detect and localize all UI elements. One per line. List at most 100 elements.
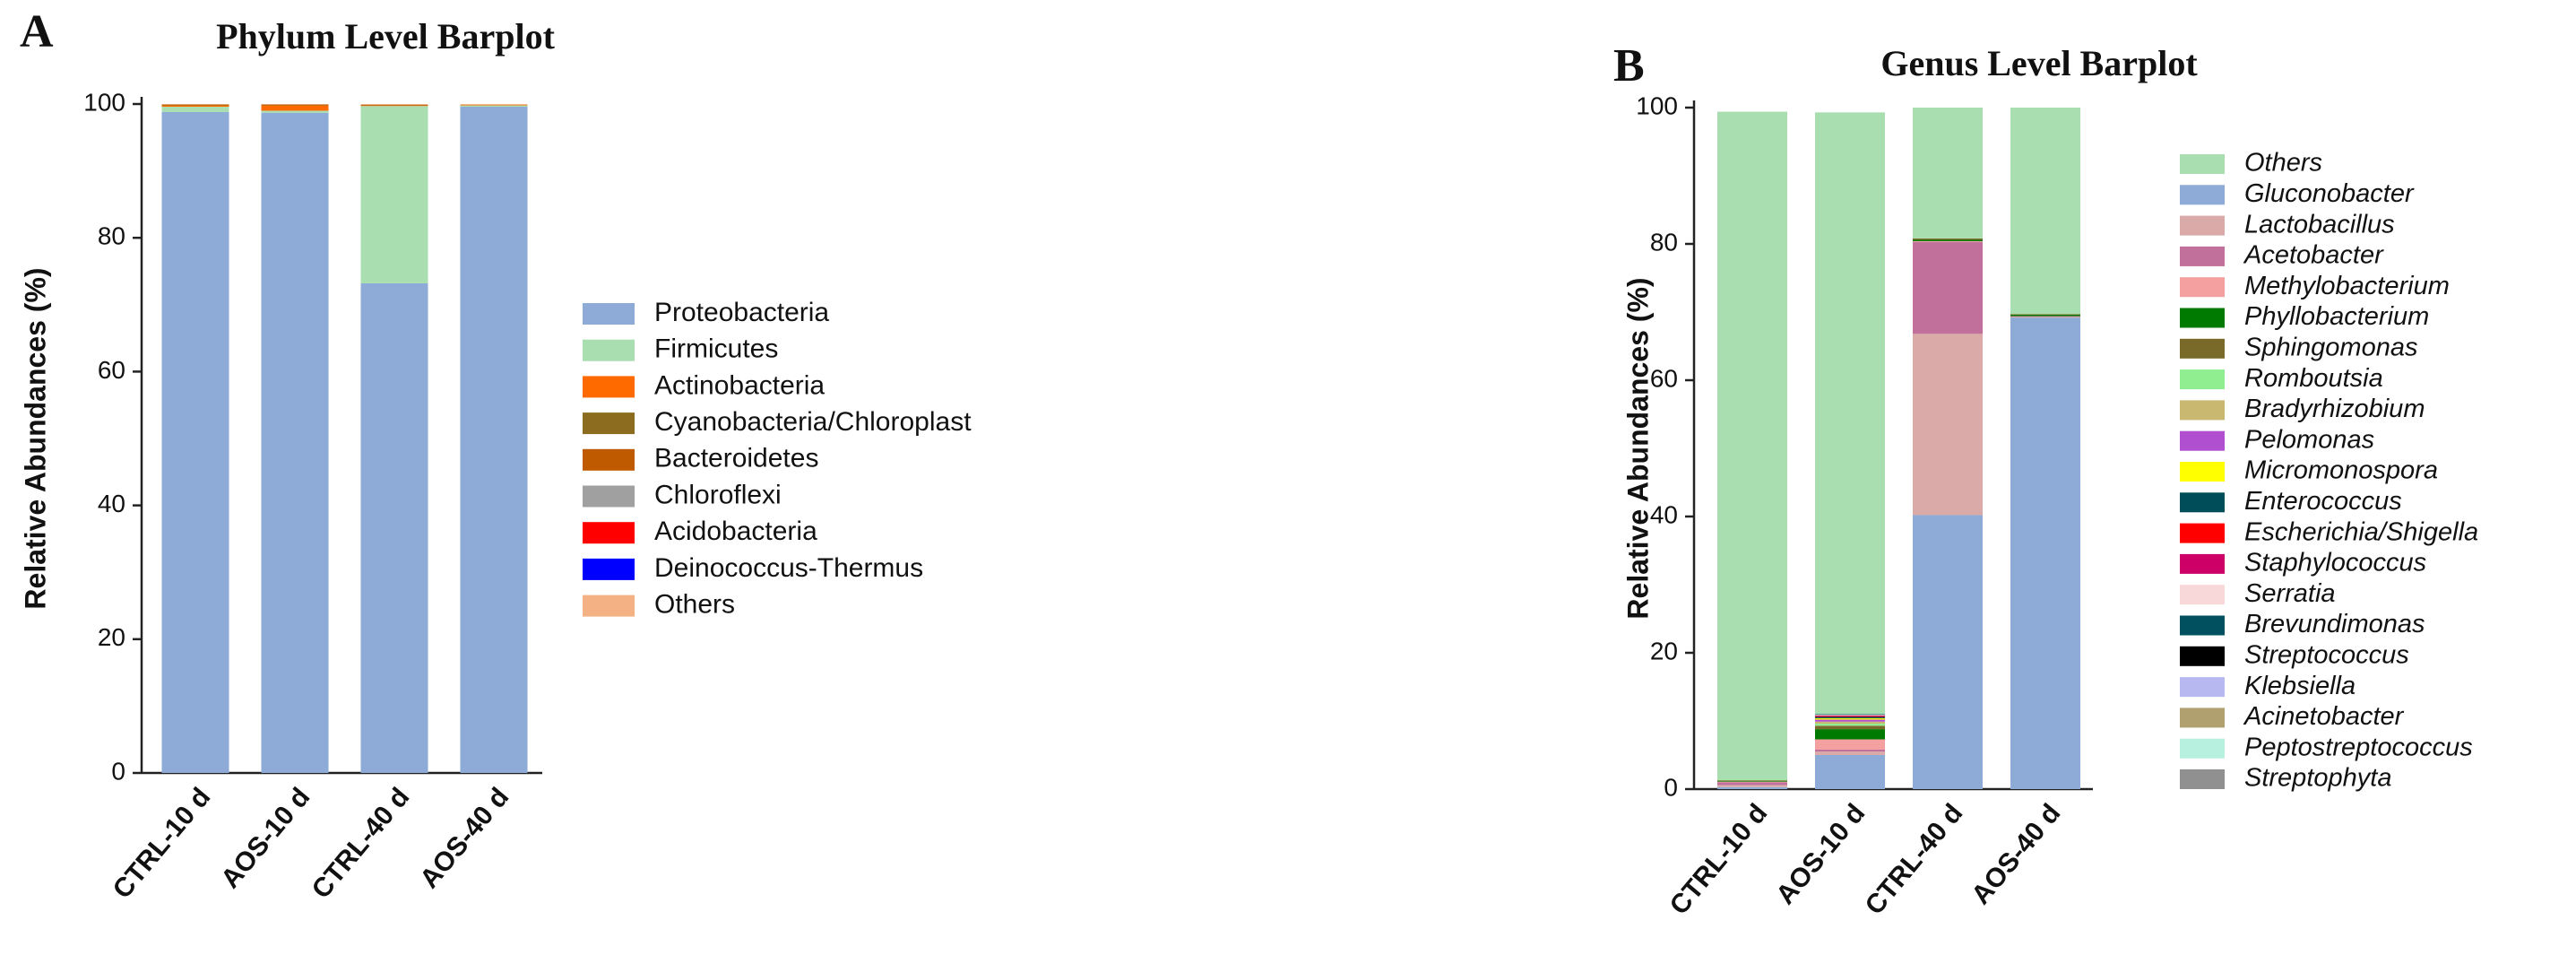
legend-label: Romboutsia	[2244, 364, 2383, 393]
legend-swatch	[2180, 492, 2225, 513]
legend-label: Others	[654, 590, 735, 620]
legend-swatch	[2180, 369, 2225, 390]
y-tick-label: 20	[98, 623, 125, 651]
x-tick-label: AOS-40 d	[1966, 798, 2066, 910]
legend-label: Lactobacillus	[2244, 210, 2395, 239]
bar-segment	[1913, 241, 1983, 334]
legend-label: Methylobacterium	[2244, 272, 2450, 300]
bar-segment	[1913, 515, 1983, 789]
bar-segment	[1815, 716, 1885, 717]
legend-label: Firmicutes	[654, 334, 778, 364]
legend-swatch	[2180, 462, 2225, 482]
legend-swatch	[2180, 523, 2225, 543]
legend-swatch	[583, 339, 635, 361]
chart-title: Genus Level Barplot	[1880, 43, 2198, 83]
bar-segment	[1815, 719, 1885, 722]
bar-segment	[360, 104, 428, 105]
y-axis-label: Relative Abundances (%)	[1621, 277, 1654, 619]
bar-segment	[261, 110, 329, 113]
y-tick-label: 40	[98, 490, 125, 517]
bar-segment	[1913, 240, 1983, 242]
legend-label: Acinetobacter	[2243, 702, 2405, 731]
bar-segment	[1815, 751, 1885, 755]
bar-segment	[161, 104, 229, 106]
legend-label: Micromonospora	[2244, 456, 2438, 485]
bar-segment	[1913, 238, 1983, 240]
legend-swatch	[2180, 215, 2225, 236]
chart-title: Phylum Level Barplot	[216, 16, 555, 56]
legend-label: Staphylococcus	[2244, 549, 2426, 577]
legend-swatch	[2180, 615, 2225, 636]
bar-segment	[1815, 749, 1885, 752]
panel-label: B	[1613, 40, 1645, 91]
bar-segment	[1717, 779, 1787, 781]
bar-segment	[261, 104, 329, 106]
bar-segment	[360, 104, 428, 106]
bar-segment	[1815, 716, 1885, 718]
legend-label: Actinobacteria	[654, 370, 825, 400]
legend-swatch	[583, 448, 635, 471]
legend-label: Streptophyta	[2244, 764, 2391, 793]
y-tick-label: 100	[83, 88, 125, 116]
x-tick-label: AOS-10 d	[1770, 798, 1871, 910]
legend-label: Bradyrhizobium	[2244, 395, 2425, 423]
legend-swatch	[583, 522, 635, 544]
bar-segment	[1815, 721, 1885, 725]
legend-label: Enterococcus	[2244, 487, 2402, 516]
bar-segment	[1815, 729, 1885, 740]
y-tick-label: 60	[1650, 364, 1678, 392]
bar-segment	[161, 106, 229, 112]
legend-label: Proteobacteria	[654, 298, 829, 327]
legend-swatch	[2180, 585, 2225, 605]
x-tick-label: CTRL-10 d	[1664, 798, 1774, 920]
x-tick-label: CTRL-10 d	[108, 782, 217, 904]
bar-segment	[1913, 334, 1983, 516]
bar-segment	[460, 104, 528, 106]
bar-segment	[261, 112, 329, 773]
legend-label: Others	[2244, 149, 2322, 178]
bar-segment	[161, 105, 229, 107]
bar-segment	[1815, 755, 1885, 789]
bar-segment	[2010, 315, 2080, 317]
legend-swatch	[2180, 430, 2225, 451]
bar-segment	[1815, 717, 1885, 720]
legend-label: Bacteroidetes	[654, 444, 818, 473]
bar-segment	[2010, 317, 2080, 790]
bar-segment	[360, 105, 428, 107]
y-tick-label: 80	[1650, 228, 1678, 256]
bar-segment	[1913, 108, 1983, 239]
y-tick-label: 0	[111, 757, 125, 785]
legend-swatch	[583, 376, 635, 398]
legend-swatch	[2180, 154, 2225, 174]
y-tick-label: 40	[1650, 500, 1678, 528]
panel-label: A	[20, 6, 54, 57]
legend-swatch	[583, 303, 635, 325]
bar-segment	[261, 105, 329, 111]
legend-swatch	[583, 558, 635, 580]
bar-segment	[460, 104, 528, 105]
legend-swatch	[2180, 677, 2225, 698]
legend-label: Cyanobacteria/Chloroplast	[654, 407, 972, 437]
bar-segment	[1815, 724, 1885, 726]
bar-segment	[1815, 715, 1885, 716]
legend-label: Deinococcus-Thermus	[654, 553, 923, 583]
bar-segment	[1717, 782, 1787, 786]
y-tick-label: 80	[98, 222, 125, 250]
legend-swatch	[2180, 338, 2225, 359]
x-tick-label: CTRL-40 d	[307, 782, 416, 904]
y-axis-label: Relative Abundances (%)	[19, 267, 51, 609]
legend-label: Gluconobacter	[2244, 179, 2415, 208]
y-tick-label: 60	[98, 356, 125, 384]
legend-label: Phyllobacterium	[2244, 302, 2429, 331]
x-tick-label: AOS-40 d	[414, 782, 514, 894]
legend-swatch	[583, 595, 635, 617]
legend-label: Brevundimonas	[2244, 610, 2425, 638]
y-tick-label: 100	[1636, 91, 1678, 119]
legend-label: Sphingomonas	[2244, 333, 2417, 361]
bar-segment	[1717, 786, 1787, 789]
bar-segment	[1815, 112, 1885, 715]
bar-segment	[1913, 239, 1983, 241]
bar-segment	[1717, 111, 1787, 780]
legend-swatch	[2180, 769, 2225, 789]
